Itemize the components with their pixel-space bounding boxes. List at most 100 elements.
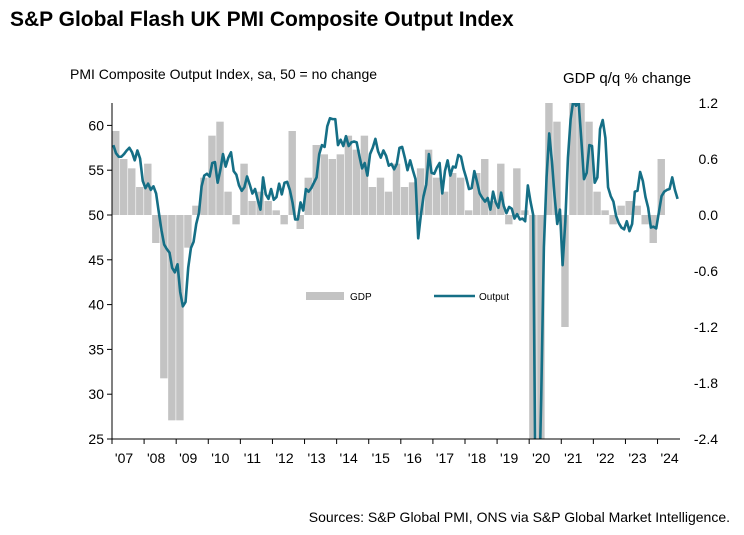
right-axis-tick-label: -0.6 bbox=[694, 263, 718, 279]
gdp-bar bbox=[489, 201, 497, 215]
gdp-bar bbox=[617, 205, 625, 215]
x-axis-tick-label: '23 bbox=[628, 450, 646, 466]
gdp-bar bbox=[128, 168, 136, 215]
x-axis-tick-label: '16 bbox=[404, 450, 422, 466]
gdp-bar bbox=[464, 210, 473, 215]
x-axis-tick-label: '17 bbox=[436, 450, 454, 466]
gdp-bar bbox=[336, 154, 345, 215]
gdp-bar bbox=[400, 187, 409, 215]
x-axis-tick-label: '15 bbox=[372, 450, 390, 466]
gdp-bar bbox=[505, 215, 513, 225]
gdp-bar bbox=[344, 135, 353, 215]
gdp-bar bbox=[152, 215, 160, 243]
gdp-bar bbox=[192, 205, 200, 215]
x-axis-tick-label: '13 bbox=[307, 450, 325, 466]
gdp-bar bbox=[144, 163, 152, 215]
x-axis-tick-label: '22 bbox=[596, 450, 614, 466]
legend-output-label: Output bbox=[479, 292, 509, 303]
gdp-bar bbox=[537, 215, 545, 439]
gdp-bar bbox=[120, 159, 128, 215]
gdp-bar bbox=[168, 215, 176, 421]
legend-gdp-swatch bbox=[306, 292, 344, 300]
left-axis-tick-label: 25 bbox=[88, 431, 104, 447]
gdp-bar bbox=[448, 173, 457, 215]
gdp-bar bbox=[376, 177, 385, 215]
gdp-bar bbox=[304, 177, 312, 215]
gdp-bar bbox=[481, 159, 489, 215]
gdp-bar bbox=[432, 177, 441, 215]
gdp-bar bbox=[136, 187, 144, 215]
left-axis-tick-label: 45 bbox=[88, 252, 104, 268]
output-line bbox=[112, 103, 679, 439]
gdp-bar bbox=[392, 163, 401, 215]
gdp-bar bbox=[497, 163, 505, 215]
gdp-bar bbox=[208, 135, 216, 215]
left-axis-tick-label: 60 bbox=[88, 117, 104, 133]
gdp-bar bbox=[280, 215, 288, 225]
right-axis-tick-label: -2.4 bbox=[694, 431, 718, 447]
gdp-bar bbox=[112, 131, 120, 215]
left-axis-tick-label: 50 bbox=[88, 207, 104, 223]
gdp-bar bbox=[184, 215, 192, 248]
gdp-bar bbox=[176, 215, 184, 421]
output-line-group bbox=[112, 103, 679, 439]
x-axis-tick-label: '09 bbox=[179, 450, 197, 466]
gdp-bar bbox=[553, 121, 561, 215]
gdp-bar bbox=[272, 210, 280, 215]
right-axis-tick-label: 0.6 bbox=[699, 151, 719, 167]
gdp-bar bbox=[625, 201, 633, 215]
legend: GDP Output bbox=[306, 292, 509, 303]
left-axis-tick-label: 35 bbox=[88, 341, 104, 357]
axes: 25 30 35 40 45 50 55 60 -2.4 -1.8 -1.2 -0.6 0.0 0.6 1.… bbox=[88, 95, 718, 466]
gdp-bar bbox=[561, 215, 569, 327]
gdp-bar bbox=[424, 149, 433, 215]
left-axis-tick-label: 30 bbox=[88, 386, 104, 402]
source-note: Sources: S&P Global PMI, ONS via S&P Glo… bbox=[308, 509, 730, 525]
left-axis-tick-label: 55 bbox=[88, 162, 104, 178]
gdp-bar bbox=[641, 215, 649, 225]
gdp-bar bbox=[296, 215, 304, 229]
right-axis-label: GDP q/q % change bbox=[563, 70, 692, 87]
gdp-bar bbox=[601, 210, 609, 215]
gdp-bar bbox=[200, 177, 208, 215]
gdp-bar bbox=[473, 173, 481, 215]
x-axis-tick-label: '07 bbox=[115, 450, 133, 466]
right-axis-tick-label: 0.0 bbox=[699, 207, 719, 223]
gdp-bar bbox=[328, 159, 337, 215]
right-axis-tick-label: -1.2 bbox=[694, 319, 718, 335]
gdp-bar bbox=[577, 103, 585, 215]
right-axis-tick-label: -1.8 bbox=[694, 375, 718, 391]
gdp-bar bbox=[360, 135, 369, 215]
gdp-bar bbox=[288, 131, 296, 215]
chart-title: S&P Global Flash UK PMI Composite Output… bbox=[10, 8, 514, 31]
x-axis-tick-label: '19 bbox=[500, 450, 518, 466]
gdp-bar bbox=[224, 191, 232, 215]
x-axis-tick-label: '14 bbox=[340, 450, 358, 466]
right-axis-tick-label: 1.2 bbox=[699, 95, 719, 111]
gdp-bar bbox=[416, 168, 425, 215]
gdp-bar bbox=[569, 103, 577, 215]
x-axis-tick-label: '18 bbox=[468, 450, 486, 466]
gdp-bar bbox=[456, 177, 465, 215]
x-axis-tick-label: '10 bbox=[211, 450, 229, 466]
gdp-bar bbox=[408, 182, 417, 215]
x-axis-tick-label: '12 bbox=[275, 450, 293, 466]
gdp-bar bbox=[264, 201, 272, 215]
x-axis-tick-label: '21 bbox=[564, 450, 582, 466]
gdp-bar bbox=[585, 121, 593, 215]
gdp-bar bbox=[368, 187, 377, 215]
left-axis-tick-label: 40 bbox=[88, 297, 104, 313]
gdp-bar bbox=[593, 191, 601, 215]
gdp-bar bbox=[232, 215, 240, 225]
x-axis-tick-label: '11 bbox=[244, 450, 261, 466]
x-axis-tick-label: '24 bbox=[660, 450, 678, 466]
gdp-bar bbox=[352, 149, 361, 215]
gdp-bar bbox=[657, 159, 665, 215]
gdp-bar bbox=[440, 191, 449, 215]
legend-gdp-label: GDP bbox=[350, 292, 372, 303]
gdp-bar bbox=[248, 201, 256, 215]
gdp-bar bbox=[609, 215, 617, 225]
gdp-bar bbox=[320, 154, 329, 215]
left-axis-label: PMI Composite Output Index, sa, 50 = no … bbox=[70, 66, 378, 82]
x-axis-tick-label: '08 bbox=[147, 450, 165, 466]
